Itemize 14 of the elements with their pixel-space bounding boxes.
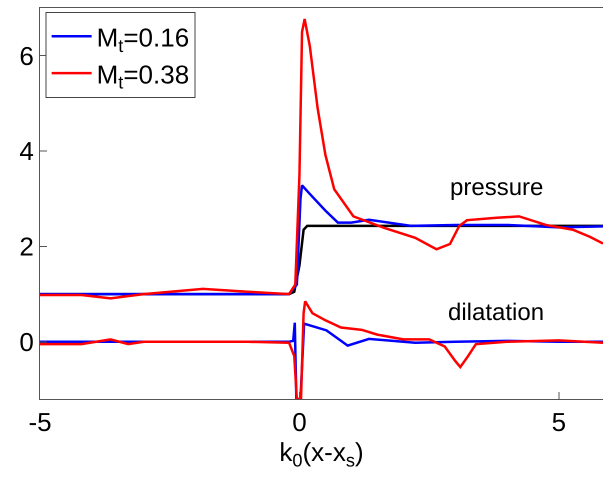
legend-label: M$_{t}$=0.16 [96, 22, 190, 56]
x-axis-title: k$_{0}$(x-x$_{s}$) [279, 437, 364, 471]
y-tick-label: 0 [19, 326, 34, 357]
y-tick-label: 2 [19, 232, 34, 262]
y-tick-label: 6 [19, 40, 34, 71]
annotation: pressure [450, 174, 544, 201]
x-tick-label: 0 [292, 407, 307, 438]
annotation: dilatation [448, 299, 544, 326]
x-tick-label: 5 [552, 407, 566, 438]
line-series [40, 300, 603, 399]
line-series [40, 18, 603, 300]
y-tick-label: 4 [19, 136, 34, 166]
x-tick-label: -5 [28, 407, 52, 438]
legend-label: M$_{t}$=0.38 [96, 59, 190, 93]
